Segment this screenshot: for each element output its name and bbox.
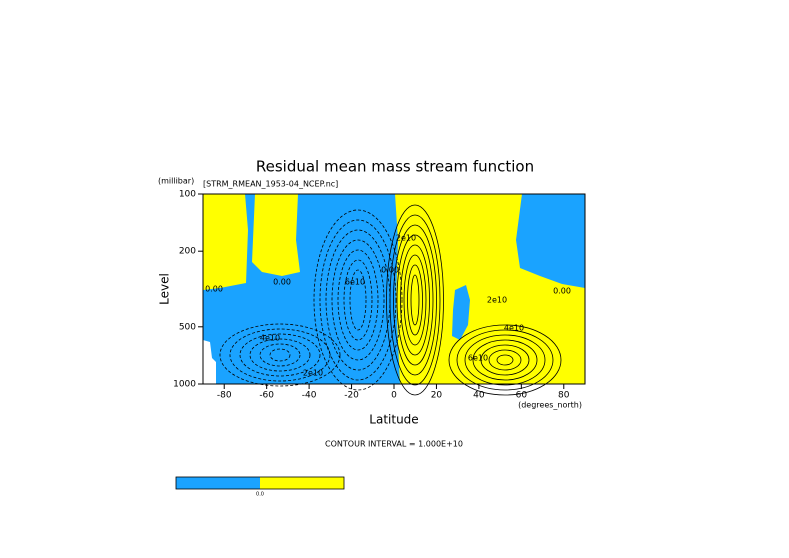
x-tick-label: 60 [516, 391, 528, 401]
colorbar-label: 0.0 [256, 492, 264, 498]
contour-line [472, 339, 538, 381]
contour-label: 4e10 [504, 324, 524, 333]
blank [203, 340, 216, 384]
x-tick-label: -80 [217, 391, 232, 401]
y-tick-label: 500 [179, 322, 196, 332]
contour-line [259, 343, 301, 367]
contour-line [396, 234, 434, 366]
contour-line [456, 329, 554, 391]
contour-line [496, 354, 514, 366]
y-tick-label: 1000 [173, 380, 196, 390]
contour-line [403, 254, 427, 346]
contour-line [239, 333, 321, 377]
colorbar-negative [176, 477, 260, 489]
colorbar-positive [260, 477, 344, 489]
contour-label: 2e10 [487, 296, 507, 305]
x-tick-label: 20 [431, 391, 443, 401]
contour-line [219, 323, 341, 387]
contour-label: 2e10 [396, 234, 416, 243]
contour-line [313, 209, 403, 391]
contour-note: CONTOUR INTERVAL = 1.000E+10 [325, 440, 463, 449]
contour-line [393, 224, 437, 376]
x-tick-label: 0 [391, 391, 397, 401]
positive-fill [252, 194, 300, 276]
x-label: Latitude [369, 413, 418, 427]
field: 0.00 0.00 0.00 0.00 2e10 2e10 4e10 6e10 6e10 4e10… [203, 194, 585, 396]
contour-label: 0.00 [273, 278, 291, 287]
contour-line [331, 239, 385, 361]
contour-label: 4e10 [260, 334, 280, 343]
contour-label: 2e10 [303, 369, 323, 378]
contour-line [229, 328, 331, 382]
x-unit: (degrees_north) [518, 401, 582, 410]
contour-line [480, 344, 530, 376]
y-label: Level [158, 273, 172, 305]
y-tick-label: 100 [179, 190, 196, 200]
contour-line [448, 324, 562, 396]
colorbar-frame [175, 476, 345, 490]
y-unit: (millibar) [158, 177, 194, 186]
contour-line [488, 349, 522, 371]
contour-line [410, 274, 420, 326]
contour-label: 0.00 [553, 287, 571, 296]
contour-line [464, 334, 546, 386]
x-tick-label: -40 [302, 391, 317, 401]
contour-line [349, 269, 367, 331]
contour-label: 6e10 [468, 354, 488, 363]
negative-fill [452, 285, 470, 340]
contour-line [337, 249, 379, 351]
positive-fill [203, 194, 248, 290]
x-tick-label: -60 [259, 391, 274, 401]
contour-line [407, 264, 423, 336]
contour-line [249, 338, 311, 372]
contour-label: 0.00 [205, 285, 223, 294]
negative-fill [203, 194, 400, 384]
negative-fill [516, 194, 585, 288]
contour-line [386, 204, 444, 396]
contour-line [389, 214, 441, 386]
contour-line [343, 259, 373, 341]
x-tick-label: 40 [473, 391, 485, 401]
x-tick-label: 80 [558, 391, 570, 401]
contour-line [269, 348, 291, 362]
chart-title: Residual mean mass stream function [256, 158, 534, 176]
contour-label: 6e10 [345, 278, 365, 287]
x-tick-label: -20 [344, 391, 359, 401]
subtitle: [STRM_RMEAN_1953-04_NCEP.nc] [203, 180, 338, 189]
contour-line [319, 219, 397, 381]
y-tick-label: 200 [179, 247, 196, 257]
contour-line [400, 244, 430, 356]
contour-label: 0.00 [381, 266, 399, 275]
